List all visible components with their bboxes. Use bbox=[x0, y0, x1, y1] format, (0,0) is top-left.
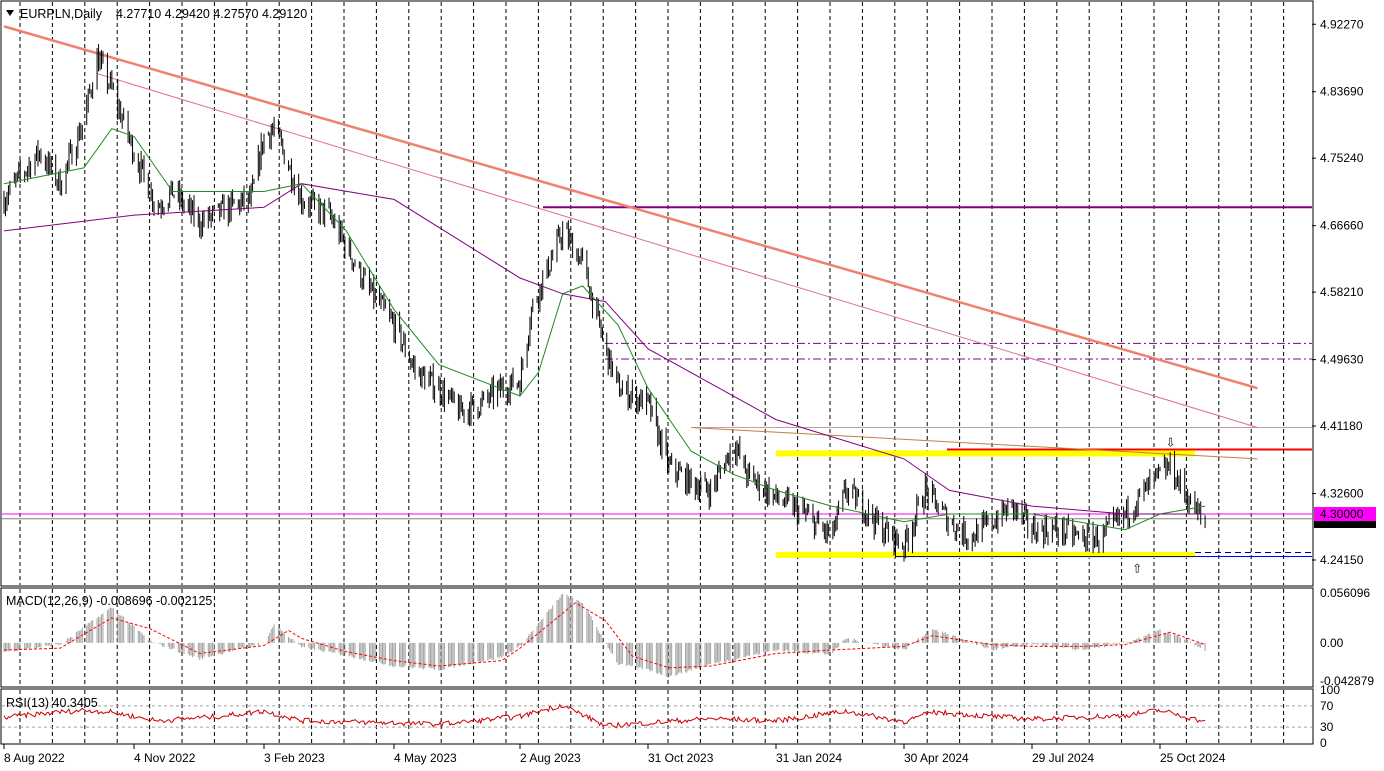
rsi-tick-label: 70 bbox=[1320, 699, 1334, 713]
dropdown-triangle-icon[interactable] bbox=[6, 10, 14, 16]
ma-slow-line bbox=[3, 183, 1206, 515]
up-arrow-icon: ⇧ bbox=[1132, 561, 1142, 575]
x-tick-label: 31 Jan 2024 bbox=[776, 751, 842, 765]
macd-series bbox=[3, 593, 1206, 678]
horizontal-levels bbox=[2, 206, 1312, 558]
rsi-title: RSI(13) 40.3405 bbox=[6, 696, 98, 710]
main-panel bbox=[0, 0, 1314, 587]
macd-title: MACD(12,26,9) -0.008696 -0.002125 bbox=[6, 594, 212, 608]
support-band bbox=[776, 450, 1195, 457]
y-tick-label: 4.92270 bbox=[1320, 17, 1364, 31]
macd-panel bbox=[0, 587, 1314, 688]
rsi-panel bbox=[0, 688, 1314, 745]
x-tick-label: 8 Aug 2022 bbox=[4, 751, 65, 765]
y-tick-label: 4.41180 bbox=[1320, 419, 1363, 433]
macd-signal-line bbox=[3, 602, 1206, 669]
x-tick-label: 3 Feb 2023 bbox=[264, 751, 325, 765]
x-tick-label: 30 Apr 2024 bbox=[904, 751, 969, 765]
macd-tick-label: -0.042879 bbox=[1320, 674, 1374, 688]
y-tick-label: 4.66660 bbox=[1320, 219, 1364, 233]
candles bbox=[3, 44, 1206, 562]
current-price-badge: 4.30000 bbox=[1314, 506, 1376, 528]
rsi-line bbox=[3, 703, 1206, 729]
down-arrow-icon: ⇩ bbox=[1166, 436, 1176, 450]
macd-tick-label: 0.056096 bbox=[1320, 586, 1370, 600]
trend-lines bbox=[3, 25, 1258, 460]
x-tick-label: 25 Oct 2024 bbox=[1160, 751, 1226, 765]
support-band bbox=[776, 551, 1195, 558]
x-tick-label: 29 Jul 2024 bbox=[1032, 751, 1094, 765]
x-tick-label: 4 Nov 2022 bbox=[134, 751, 196, 765]
ohlc-header: 4.27710 4.29420 4.27570 4.29120 bbox=[116, 7, 307, 21]
rsi-series bbox=[2, 703, 1312, 729]
rsi-tick-label: 0 bbox=[1320, 736, 1327, 750]
axis-labels: 4.92270 4.83690 4.75240 4.66660 4.58210 4.496… bbox=[3, 17, 1374, 765]
y-tick-label: 4.58210 bbox=[1320, 285, 1364, 299]
moving-averages bbox=[3, 128, 1206, 531]
rsi-tick-label: 30 bbox=[1320, 720, 1334, 734]
grid-lines bbox=[19, 2, 1285, 743]
y-tick-label: 4.83690 bbox=[1320, 85, 1364, 99]
trendline-main bbox=[3, 25, 1258, 390]
x-tick-label: 31 Oct 2023 bbox=[648, 751, 714, 765]
ma-fast-line bbox=[3, 128, 1206, 531]
y-tick-label: 4.32600 bbox=[1320, 487, 1364, 501]
chart-title: EURPLN,Daily 4.27710 4.29420 4.27570 4.2… bbox=[6, 7, 307, 21]
y-tick-label: 4.24150 bbox=[1320, 553, 1364, 567]
rsi-tick-label: 100 bbox=[1320, 683, 1340, 697]
macd-tick-label: 0.00 bbox=[1320, 636, 1344, 650]
y-tick-label: 4.49630 bbox=[1320, 353, 1364, 367]
x-tick-label: 2 Aug 2023 bbox=[520, 751, 581, 765]
trendline-thin bbox=[96, 73, 1258, 428]
price-badge-label: 4.30000 bbox=[1320, 507, 1364, 521]
y-tick-label: 4.75240 bbox=[1320, 151, 1364, 165]
symbol-title: EURPLN,Daily bbox=[20, 7, 103, 21]
trendline-upper_channel bbox=[691, 426, 1258, 460]
x-tick-label: 4 May 2023 bbox=[394, 751, 457, 765]
